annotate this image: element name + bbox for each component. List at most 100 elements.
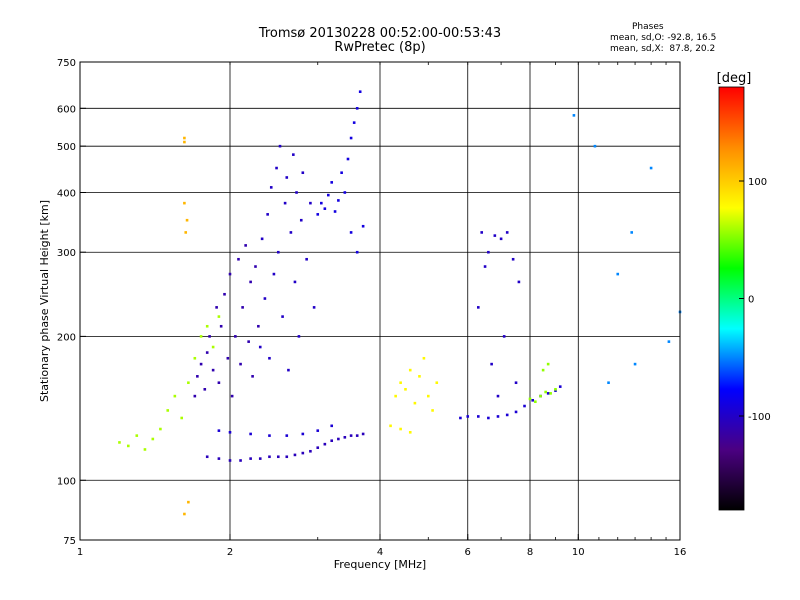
data-point [126,444,130,448]
data-point [539,394,542,398]
data-point [205,351,209,354]
data-point [260,237,264,241]
data-point [193,356,197,360]
data-point [208,335,211,338]
data-point [269,186,273,189]
data-point [257,324,260,328]
data-point [616,272,620,276]
data-point [496,415,500,418]
data-point [554,389,557,392]
data-point [118,441,121,444]
data-point [301,171,305,175]
y-tick-label: 400 [57,188,76,199]
data-point [135,434,139,437]
data-point [511,257,515,261]
data-point [477,306,480,309]
data-point [183,201,186,205]
data-point [404,388,407,391]
data-point [293,280,297,284]
data-point [283,201,287,205]
data-point [316,429,320,432]
chart-title: Tromsø 20130228 00:52:00-00:53:43 [258,26,502,41]
data-point [251,375,254,378]
data-point [301,451,305,455]
data-point [285,176,289,179]
data-point [337,437,340,441]
data-point [505,231,509,234]
x-axis-label: Frequency [MHz] [334,558,426,571]
y-tick-label: 75 [63,536,76,547]
data-point [546,362,550,366]
data-point [187,500,190,504]
data-point [185,218,189,222]
data-point [517,280,521,284]
data-point [523,404,526,408]
data-point [358,90,362,94]
data-points [118,90,682,516]
data-point [268,356,271,360]
data-point [572,114,576,117]
data-point [249,457,252,460]
data-point [285,434,289,437]
data-point [408,368,412,372]
data-point [502,335,506,338]
data-point [320,201,323,205]
data-point [254,265,257,268]
data-point [316,213,320,216]
data-point [496,394,500,398]
data-point [593,144,597,148]
data-point [159,427,162,431]
data-point [249,432,252,436]
data-point [490,362,493,366]
y-axis-label: Stationary phase Virtual Height [km] [38,200,51,402]
data-point [309,201,312,205]
data-point [435,381,439,385]
data-point [297,335,301,338]
data-point [239,459,242,462]
data-point [418,375,421,378]
data-point [466,415,470,418]
data-point [223,292,226,296]
data-point [361,224,365,228]
data-point [211,368,215,372]
data-point [228,272,232,276]
data-point [205,455,209,459]
data-point [477,415,480,418]
phases-stats-o: mean, sd,O: -92.8, 16.5 [610,33,717,43]
x-tick-label: 4 [377,547,383,558]
data-point [349,231,353,234]
data-point [203,388,207,391]
data-point [487,416,490,420]
phases-stats-title: Phases [632,22,664,32]
colorbar-tick-label: -100 [748,412,771,423]
data-point [193,394,197,398]
data-point [327,193,330,197]
chart-subtitle: RwPretec (8p) [334,40,426,55]
data-point [323,442,327,446]
y-tick-label: 600 [57,104,76,115]
data-point [217,429,221,432]
colorbar-label: [deg] [717,71,752,86]
data-point [337,199,340,202]
colorbar-ticks: -100 0 100 [739,177,771,423]
data-point [263,297,267,300]
data-point [346,157,350,161]
data-point [534,400,537,404]
data-point [499,237,503,241]
y-tick-label: 300 [57,248,76,259]
data-point [630,231,634,234]
data-point [323,207,327,210]
data-point [183,512,186,516]
data-point [528,397,532,401]
data-point [237,257,240,261]
phases-stats-x: mean, sd,X: 87.8, 20.2 [610,44,716,54]
data-point [480,231,484,234]
data-point [215,306,218,309]
data-point [493,234,497,237]
data-point [349,434,353,437]
data-point [228,459,232,462]
data-point [268,434,271,437]
data-point [487,250,490,254]
